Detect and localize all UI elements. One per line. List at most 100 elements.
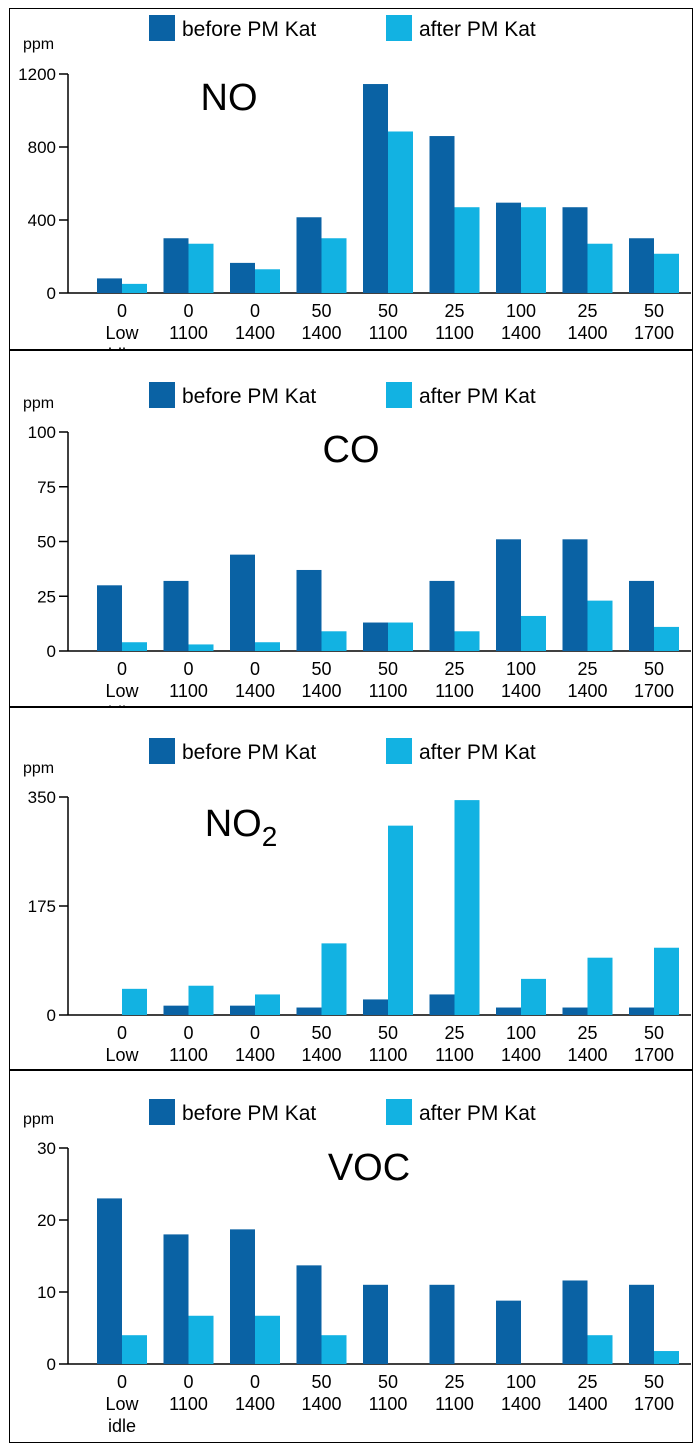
- x-category-label: 0: [117, 1372, 127, 1392]
- chart-panel-no: before PM Kat after PM Kat ppm NO 0 400 800 120…: [9, 8, 693, 350]
- bar-after-3: [321, 943, 347, 1015]
- x-category-label: 0: [250, 1023, 260, 1043]
- chart-title-main: VOC: [328, 1147, 410, 1189]
- x-category-label: idle: [108, 1067, 136, 1069]
- x-category-label: 50: [378, 1023, 398, 1043]
- chart-title-main: CO: [323, 429, 380, 471]
- legend-label-before: before PM Kat: [182, 18, 316, 41]
- bar-before-0: [97, 585, 122, 651]
- y-tick-label: 10: [37, 1283, 56, 1302]
- x-category-label: 0: [117, 659, 127, 679]
- bar-before-6: [496, 202, 521, 293]
- bar-before-4: [363, 1284, 388, 1364]
- x-category-label: 1100: [169, 681, 208, 701]
- x-category-label: 25: [577, 301, 597, 321]
- x-category-label: 1700: [634, 323, 674, 343]
- bar-after-0: [122, 283, 147, 293]
- bar-before-4: [363, 622, 388, 651]
- y-tick-label: 175: [28, 897, 56, 916]
- chart-title: NO: [201, 77, 258, 119]
- bar-after-8: [654, 626, 679, 651]
- x-category-label: 1100: [169, 323, 208, 343]
- x-category-label: 1100: [435, 1394, 474, 1414]
- legend: before PM Kat after PM Kat: [149, 15, 536, 41]
- x-category-label: 100: [506, 1023, 536, 1043]
- x-category-label: 1400: [501, 1045, 541, 1065]
- x-category-label: 0: [183, 301, 193, 321]
- bar-after-2: [255, 994, 280, 1015]
- x-category-label: 1400: [301, 1394, 341, 1414]
- bar-before-8: [629, 238, 654, 293]
- x-category-label: 1100: [435, 681, 474, 701]
- x-category-label: Low: [105, 1045, 139, 1065]
- x-category-label: 50: [644, 1023, 664, 1043]
- x-category-label: 1100: [369, 323, 408, 343]
- bar-before-0: [97, 278, 122, 293]
- bar-after-0: [122, 1335, 147, 1364]
- x-category-label: 0: [250, 659, 260, 679]
- x-category-label: 0: [117, 1023, 127, 1043]
- bar-before-1: [163, 1005, 189, 1015]
- chart-title: VOC: [328, 1147, 410, 1189]
- y-tick-label: 75: [37, 478, 56, 497]
- bar-before-3: [296, 1265, 322, 1364]
- y-tick-label: 1200: [18, 65, 56, 84]
- x-category-label: idle: [108, 345, 136, 349]
- x-category-label: 0: [250, 1372, 260, 1392]
- chart-title-main: NO: [201, 77, 258, 119]
- bar-before-7: [562, 1007, 588, 1015]
- chart-title-main: NO: [205, 803, 262, 845]
- bar-after-6: [521, 978, 546, 1015]
- x-category-label: 25: [577, 1023, 597, 1043]
- x-category-label: 50: [644, 301, 664, 321]
- bar-after-6: [521, 207, 546, 293]
- bar-before-8: [629, 580, 654, 651]
- bar-after-7: [587, 243, 613, 293]
- bar-before-5: [429, 1284, 455, 1364]
- chart-svg: before PM Kat after PM KatppmNO201753500L…: [23, 738, 691, 1069]
- bar-before-4: [363, 999, 388, 1015]
- x-category-label: 25: [444, 1023, 464, 1043]
- x-category-label: 1100: [369, 1045, 408, 1065]
- legend-swatch-before: [149, 738, 175, 764]
- legend-swatch-after: [386, 382, 412, 408]
- bar-before-5: [429, 994, 455, 1015]
- x-category-label: 1400: [567, 1394, 607, 1414]
- chart-svg: before PM Kat after PM KatppmVOC01020300L…: [23, 1099, 691, 1436]
- x-category-label: 1400: [501, 1394, 541, 1414]
- legend-swatch-before: [149, 1099, 175, 1125]
- y-tick-label: 25: [37, 587, 56, 606]
- x-category-label: 1100: [435, 323, 474, 343]
- x-category-label: 1700: [634, 1394, 674, 1414]
- x-category-label: 0: [183, 659, 193, 679]
- legend-label-after: after PM Kat: [419, 18, 536, 41]
- chart-panel-no2: before PM Kat after PM Kat ppm NO2 0 175 350 0 L…: [9, 707, 693, 1070]
- bar-before-3: [296, 217, 322, 293]
- x-category-label: 25: [444, 1372, 464, 1392]
- bar-before-7: [562, 1280, 588, 1364]
- x-category-label: idle: [108, 1416, 136, 1436]
- x-category-label: 1100: [369, 1394, 408, 1414]
- chart-svg: before PM Kat after PM Kat ppm NO 0 400 800 120…: [18, 15, 691, 349]
- x-category-label: 50: [311, 1372, 331, 1392]
- bar-after-5: [454, 631, 480, 651]
- bar-after-8: [654, 1351, 679, 1364]
- y-tick-label: 0: [47, 1006, 56, 1025]
- bar-after-1: [188, 985, 214, 1015]
- chart-svg: before PM Kat after PM Kat ppm CO 0 25 50 75 100…: [23, 382, 691, 706]
- x-category-label: 1400: [235, 1045, 275, 1065]
- chart-title: NO2: [205, 803, 278, 852]
- bar-before-2: [230, 1005, 255, 1015]
- legend-label-before: before PM Kat: [182, 741, 316, 764]
- bar-after-3: [321, 238, 347, 293]
- bar-after-7: [587, 1335, 613, 1364]
- legend-swatch-after: [386, 15, 412, 41]
- y-unit-label: ppm: [23, 760, 54, 777]
- bar-before-2: [230, 262, 255, 293]
- y-tick-label: 50: [37, 533, 56, 552]
- y-tick-label: 0: [47, 1355, 56, 1374]
- chart-title: CO: [323, 429, 380, 471]
- bar-after-1: [188, 243, 214, 293]
- bar-before-5: [429, 580, 455, 651]
- x-category-label: 1100: [169, 1394, 208, 1414]
